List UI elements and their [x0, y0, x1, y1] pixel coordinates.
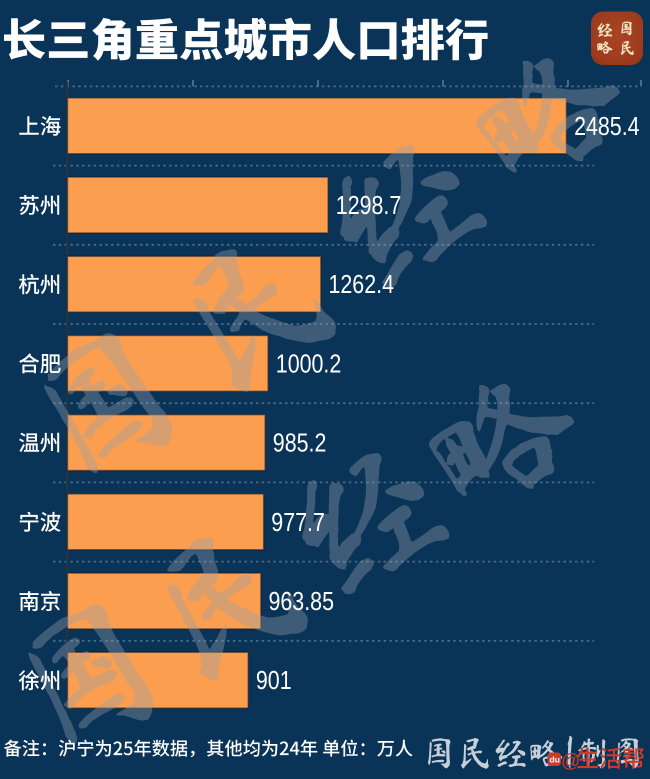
- svg-text:1262.4: 1262.4: [329, 270, 394, 298]
- svg-text:977.7: 977.7: [271, 508, 325, 536]
- svg-text:@: @: [561, 751, 580, 772]
- svg-text:985.2: 985.2: [273, 429, 327, 457]
- svg-text:963.85: 963.85: [269, 587, 334, 615]
- svg-text:1298.7: 1298.7: [336, 191, 401, 219]
- svg-text:901: 901: [256, 666, 292, 694]
- svg-text:du: du: [550, 755, 560, 765]
- svg-text:1000.2: 1000.2: [276, 350, 341, 378]
- svg-text:2485.4: 2485.4: [574, 112, 639, 140]
